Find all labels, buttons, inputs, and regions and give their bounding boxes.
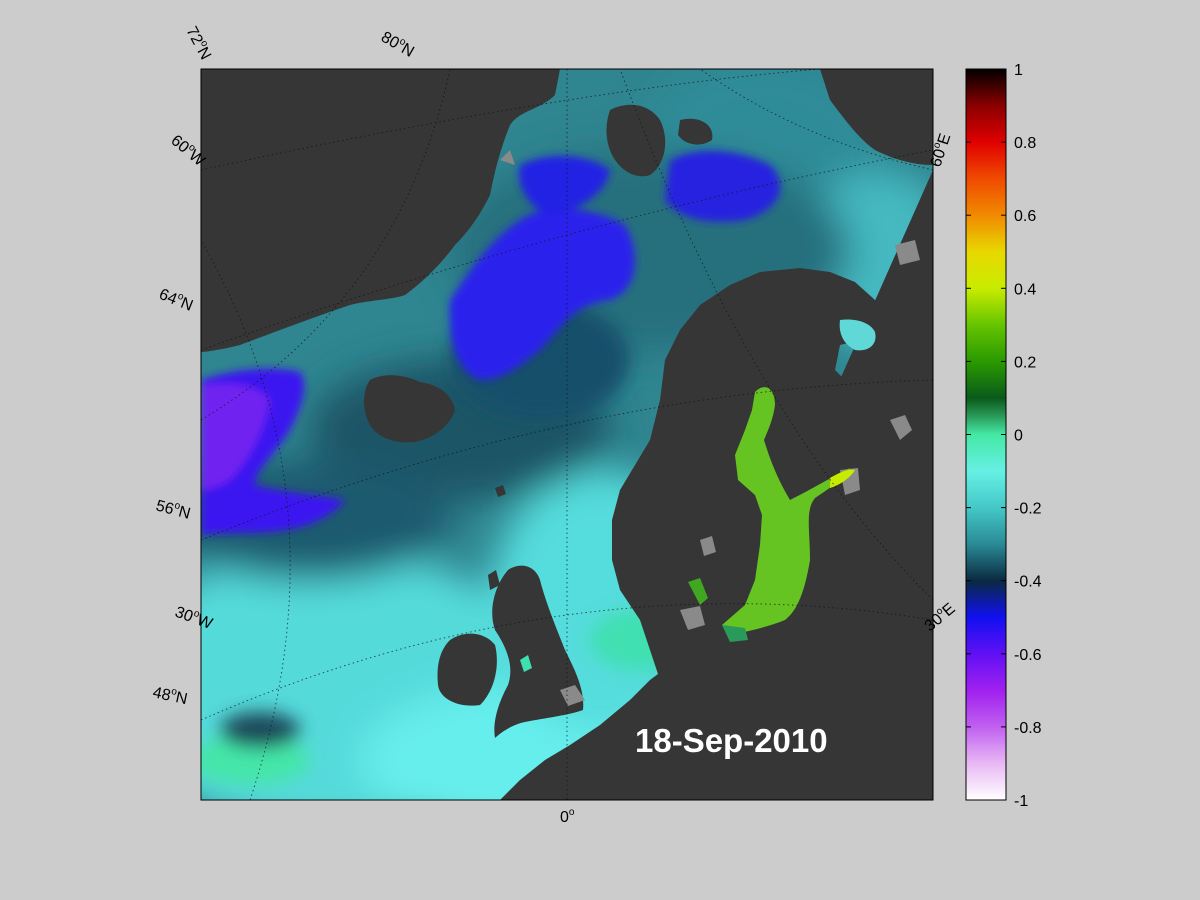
colorbar-tick-label: 0.6 [1014, 208, 1036, 225]
svalbard [606, 104, 666, 177]
colorbar-tick-label: -0.2 [1014, 501, 1042, 518]
lon-label-0: 0o [560, 807, 575, 826]
lat-label-48n: 48oN [151, 682, 189, 708]
lon-label-60e: 60oE [926, 131, 955, 169]
lat-label-72n: 72oN [182, 23, 215, 63]
colorbar-tick-label: 0 [1014, 428, 1023, 445]
colorbar-tick-label: -0.6 [1014, 647, 1042, 664]
lat-label-80n: 80oN [378, 27, 418, 61]
lat-label-64n: 64oN [157, 284, 196, 315]
colorbar-tick-label: 1 [1014, 62, 1023, 79]
lon-label-30w: 30oW [173, 602, 216, 633]
colorbar-tick-label: -0.4 [1014, 574, 1042, 591]
colorbar-ticks: 1 0.8 0.6 0.4 0.2 0 -0.2 -0.4 -0.6 -0.8 -1 [966, 62, 1042, 810]
map-frame [200, 68, 934, 801]
colorbar-tick-label: -1 [1014, 793, 1028, 810]
colorbar: 1 0.8 0.6 0.4 0.2 0 -0.2 -0.4 -0.6 -0.8 -1 [965, 62, 1042, 810]
ireland [437, 633, 497, 706]
continental-europe [500, 630, 933, 800]
novaya-zemlya [820, 69, 933, 165]
graticule [201, 69, 933, 800]
baltic-sea [520, 319, 876, 672]
colorbar-gradient-bar [966, 69, 1006, 800]
colorbar-tick-label: 0.4 [1014, 281, 1036, 298]
greenland [201, 69, 560, 352]
colorbar-tick-label: 0.2 [1014, 354, 1036, 371]
iceland [364, 375, 455, 443]
colorbar-tick-label: 0.8 [1014, 135, 1036, 152]
date-stamp: 18-Sep-2010 [635, 722, 828, 759]
map-panel[interactable]: 18-Sep-2010 [110, 60, 960, 840]
great-britain [492, 565, 584, 738]
lat-label-56n: 56oN [154, 496, 193, 523]
colorbar-tick-label: -0.8 [1014, 720, 1042, 737]
